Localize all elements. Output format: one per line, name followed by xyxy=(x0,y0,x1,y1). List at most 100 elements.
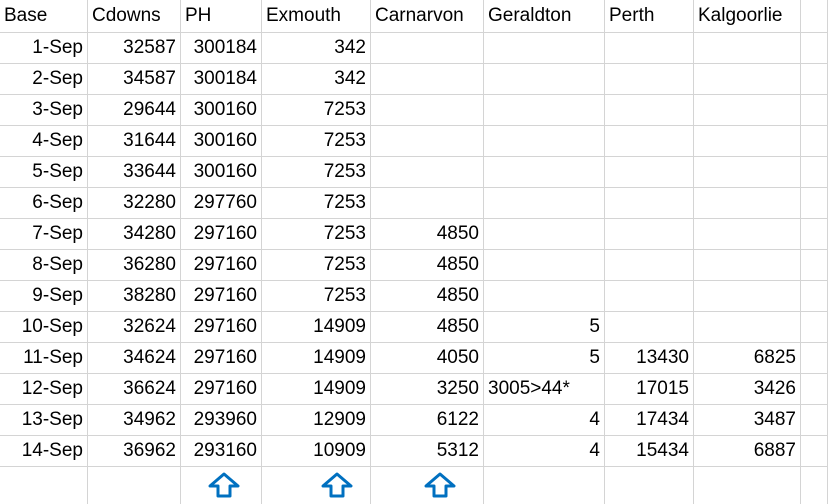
cell[interactable]: Cdowns xyxy=(88,0,181,33)
cell[interactable]: 4850 xyxy=(371,312,484,343)
cell[interactable]: 3-Sep xyxy=(0,95,88,126)
cell[interactable]: 293960 xyxy=(181,405,262,436)
empty-cell[interactable] xyxy=(605,467,694,504)
empty-cell[interactable] xyxy=(694,250,801,281)
cell[interactable]: 8-Sep xyxy=(0,250,88,281)
cell[interactable]: 32587 xyxy=(88,33,181,64)
empty-cell[interactable] xyxy=(801,436,828,467)
cell[interactable]: 3250 xyxy=(371,374,484,405)
cell[interactable]: 3005>44* xyxy=(484,374,605,405)
cell[interactable]: 6825 xyxy=(694,343,801,374)
cell[interactable]: 342 xyxy=(262,64,371,95)
empty-cell[interactable] xyxy=(484,467,605,504)
cell[interactable]: 7253 xyxy=(262,281,371,312)
empty-cell[interactable] xyxy=(801,467,828,504)
empty-cell[interactable] xyxy=(371,33,484,64)
cell[interactable]: 12-Sep xyxy=(0,374,88,405)
cell[interactable]: 6-Sep xyxy=(0,188,88,219)
cell[interactable]: 4850 xyxy=(371,250,484,281)
cell[interactable]: 36624 xyxy=(88,374,181,405)
cell[interactable]: 5-Sep xyxy=(0,157,88,188)
cell[interactable]: 297160 xyxy=(181,219,262,250)
empty-cell[interactable] xyxy=(801,312,828,343)
empty-cell[interactable] xyxy=(801,95,828,126)
cell[interactable]: 300184 xyxy=(181,33,262,64)
empty-cell[interactable] xyxy=(694,33,801,64)
empty-cell[interactable] xyxy=(605,64,694,95)
cell[interactable]: 6122 xyxy=(371,405,484,436)
cell[interactable]: 14909 xyxy=(262,312,371,343)
empty-cell[interactable] xyxy=(605,95,694,126)
cell[interactable]: 1-Sep xyxy=(0,33,88,64)
cell[interactable]: Base xyxy=(0,0,88,33)
cell[interactable]: 17434 xyxy=(605,405,694,436)
cell[interactable]: 7253 xyxy=(262,250,371,281)
cell[interactable]: 4 xyxy=(484,436,605,467)
cell[interactable]: 34962 xyxy=(88,405,181,436)
empty-cell[interactable] xyxy=(181,467,262,504)
cell[interactable]: 4 xyxy=(484,405,605,436)
cell[interactable]: 13-Sep xyxy=(0,405,88,436)
cell[interactable]: 14-Sep xyxy=(0,436,88,467)
cell[interactable]: 297160 xyxy=(181,374,262,405)
cell[interactable]: Carnarvon xyxy=(371,0,484,33)
cell[interactable]: 297160 xyxy=(181,343,262,374)
empty-cell[interactable] xyxy=(262,467,371,504)
empty-cell[interactable] xyxy=(694,95,801,126)
cell[interactable]: PH xyxy=(181,0,262,33)
cell[interactable]: 7253 xyxy=(262,157,371,188)
empty-cell[interactable] xyxy=(801,0,828,33)
empty-cell[interactable] xyxy=(371,126,484,157)
cell[interactable]: Kalgoorlie xyxy=(694,0,801,33)
empty-cell[interactable] xyxy=(88,467,181,504)
cell[interactable]: 34624 xyxy=(88,343,181,374)
cell[interactable]: 10909 xyxy=(262,436,371,467)
empty-cell[interactable] xyxy=(605,188,694,219)
cell[interactable]: 7-Sep xyxy=(0,219,88,250)
cell[interactable]: 9-Sep xyxy=(0,281,88,312)
empty-cell[interactable] xyxy=(484,126,605,157)
cell[interactable]: 7253 xyxy=(262,95,371,126)
empty-cell[interactable] xyxy=(484,95,605,126)
empty-cell[interactable] xyxy=(694,312,801,343)
cell[interactable]: 32624 xyxy=(88,312,181,343)
cell[interactable]: 7253 xyxy=(262,126,371,157)
cell[interactable]: 11-Sep xyxy=(0,343,88,374)
empty-cell[interactable] xyxy=(694,64,801,95)
empty-cell[interactable] xyxy=(484,33,605,64)
empty-cell[interactable] xyxy=(801,188,828,219)
empty-cell[interactable] xyxy=(605,250,694,281)
cell[interactable]: 14909 xyxy=(262,374,371,405)
cell[interactable]: 33644 xyxy=(88,157,181,188)
empty-cell[interactable] xyxy=(371,157,484,188)
empty-cell[interactable] xyxy=(605,219,694,250)
cell[interactable]: 10-Sep xyxy=(0,312,88,343)
cell[interactable]: 7253 xyxy=(262,188,371,219)
cell[interactable]: 13430 xyxy=(605,343,694,374)
cell[interactable]: 2-Sep xyxy=(0,64,88,95)
empty-cell[interactable] xyxy=(801,343,828,374)
empty-cell[interactable] xyxy=(801,126,828,157)
cell[interactable]: Exmouth xyxy=(262,0,371,33)
cell[interactable]: 36962 xyxy=(88,436,181,467)
cell[interactable]: 4850 xyxy=(371,281,484,312)
empty-cell[interactable] xyxy=(801,64,828,95)
cell[interactable]: 300160 xyxy=(181,157,262,188)
cell[interactable]: 300160 xyxy=(181,95,262,126)
cell[interactable]: 5 xyxy=(484,312,605,343)
cell[interactable]: 3487 xyxy=(694,405,801,436)
cell[interactable]: 17015 xyxy=(605,374,694,405)
empty-cell[interactable] xyxy=(605,33,694,64)
empty-cell[interactable] xyxy=(484,64,605,95)
empty-cell[interactable] xyxy=(694,126,801,157)
cell[interactable]: 293160 xyxy=(181,436,262,467)
cell[interactable]: 4050 xyxy=(371,343,484,374)
empty-cell[interactable] xyxy=(801,374,828,405)
cell[interactable]: 6887 xyxy=(694,436,801,467)
cell[interactable]: 5312 xyxy=(371,436,484,467)
empty-cell[interactable] xyxy=(694,219,801,250)
cell[interactable]: 297160 xyxy=(181,281,262,312)
cell[interactable]: Geraldton xyxy=(484,0,605,33)
cell[interactable]: 32280 xyxy=(88,188,181,219)
cell[interactable]: 5 xyxy=(484,343,605,374)
